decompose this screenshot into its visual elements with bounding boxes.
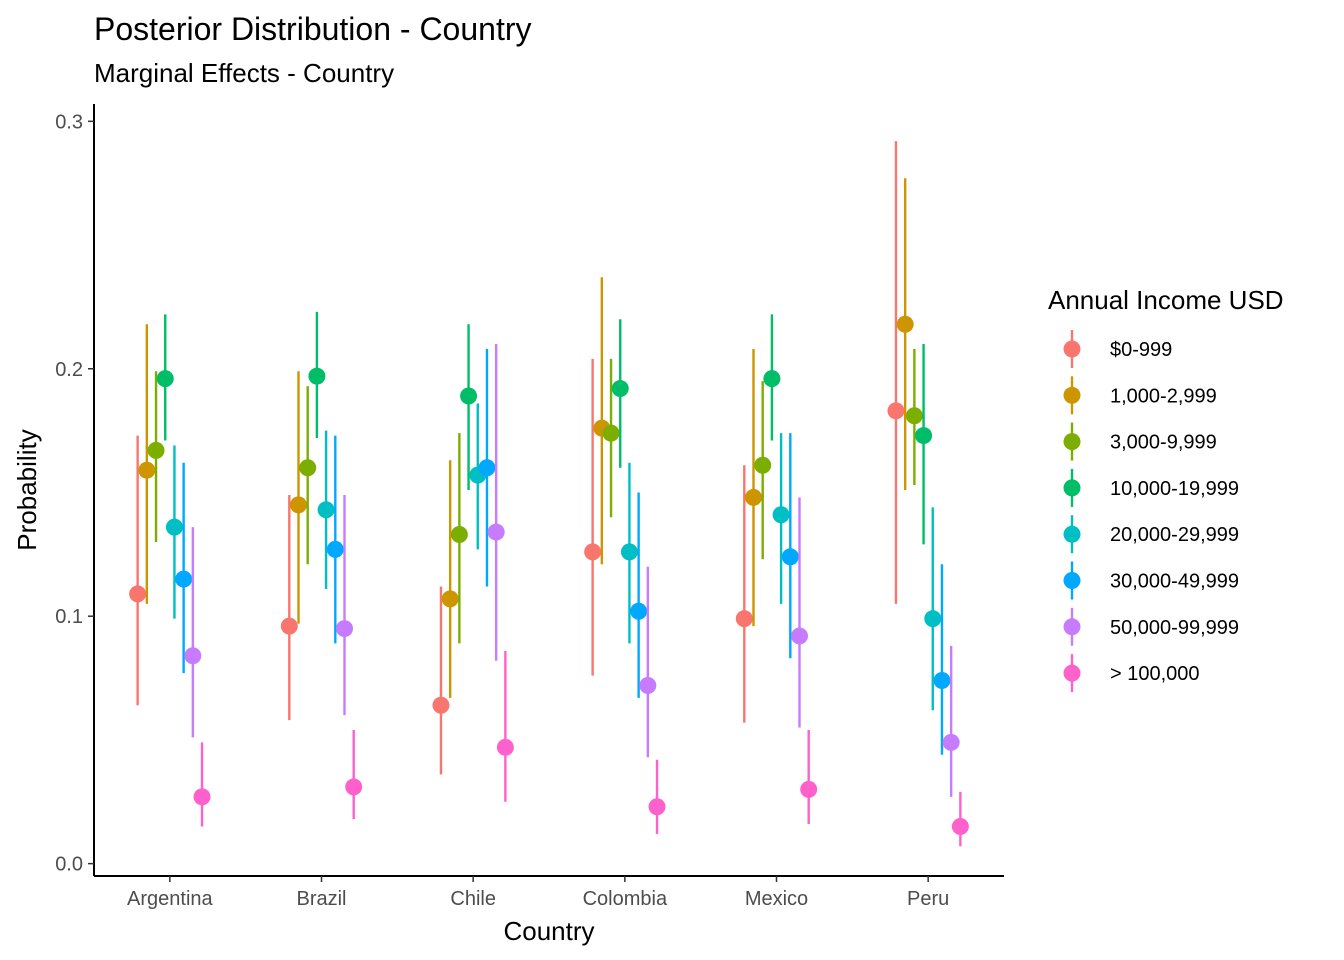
data-point — [933, 672, 951, 690]
legend-key-point — [1063, 572, 1081, 589]
legend: Annual Income USD $0-999 1,000-2,999 3,000… — [1048, 285, 1284, 693]
data-point — [184, 647, 202, 665]
legend-label: 3,000-9,999 — [1110, 432, 1217, 454]
data-point — [441, 590, 459, 608]
chart-subtitle: Marginal Effects - Country — [94, 58, 394, 88]
legend-item: 50,000-99,999 — [1063, 607, 1239, 646]
legend-item: $0-999 — [1063, 330, 1172, 368]
series-6 — [184, 344, 960, 797]
legend-item: > 100,000 — [1063, 654, 1200, 693]
legend-item: 30,000-49,999 — [1063, 561, 1239, 600]
data-point — [745, 488, 762, 506]
y-axis-ticks: 0.0 0.1 0.2 0.3 — [55, 111, 94, 876]
series-2 — [147, 348, 923, 644]
series-3 — [156, 311, 933, 545]
data-point — [460, 387, 478, 405]
data-point — [496, 738, 514, 756]
legend-item: 10,000-19,999 — [1063, 468, 1239, 507]
plot-area — [93, 104, 1004, 877]
data-point — [450, 526, 468, 544]
legend-label: 20,000-29,999 — [1110, 524, 1239, 546]
x-tick-label: Mexico — [745, 888, 808, 910]
data-point — [924, 610, 942, 628]
data-point — [487, 523, 505, 541]
x-axis-title: Country — [503, 916, 594, 946]
data-point — [791, 627, 808, 645]
series-0 — [129, 141, 905, 775]
data-point — [193, 788, 211, 806]
legend-key-point — [1063, 433, 1081, 451]
legend-label: $0-999 — [1110, 339, 1172, 361]
data-point — [763, 370, 781, 388]
data-point — [336, 620, 353, 638]
legend-title: Annual Income USD — [1048, 285, 1284, 315]
legend-label: > 100,000 — [1110, 663, 1200, 685]
data-point — [772, 506, 790, 524]
data-point — [478, 459, 496, 477]
data-point — [951, 818, 969, 836]
data-point — [800, 780, 818, 798]
legend-item: 1,000-2,999 — [1063, 376, 1217, 415]
data-point — [147, 441, 165, 459]
data-point — [620, 543, 638, 561]
data-point — [138, 461, 156, 479]
y-tick-label: 0.1 — [55, 606, 83, 628]
data-point — [175, 570, 193, 588]
data-point — [299, 459, 317, 477]
data-point — [308, 367, 326, 385]
x-tick-label: Peru — [907, 888, 949, 910]
legend-label: 10,000-19,999 — [1110, 478, 1239, 500]
data-point — [317, 501, 335, 519]
legend-label: 30,000-49,999 — [1110, 571, 1239, 593]
data-point — [611, 380, 629, 398]
legend-item: 3,000-9,999 — [1063, 422, 1217, 461]
data-point — [781, 548, 799, 566]
data-point — [905, 407, 923, 425]
data-point — [735, 610, 753, 628]
x-tick-label: Colombia — [583, 888, 668, 910]
y-tick-label: 0.3 — [55, 111, 83, 133]
data-point — [754, 456, 772, 474]
data-point — [129, 585, 147, 603]
y-tick-label: 0.2 — [55, 359, 83, 381]
legend-key-point — [1063, 525, 1081, 543]
data-point — [165, 518, 183, 536]
data-point — [584, 543, 602, 561]
data-point — [290, 496, 307, 514]
data-point — [896, 315, 914, 333]
legend-key-point — [1063, 340, 1081, 358]
x-tick-label: Brazil — [296, 888, 346, 910]
legend-label: 50,000-99,999 — [1110, 617, 1239, 639]
data-point — [602, 424, 620, 442]
data-point — [156, 370, 174, 388]
series-4 — [165, 403, 942, 711]
legend-label: 1,000-2,999 — [1110, 385, 1217, 407]
data-point — [345, 778, 363, 796]
series-5 — [175, 348, 951, 755]
series-7 — [193, 650, 969, 847]
chart-title: Posterior Distribution - Country — [94, 11, 531, 47]
data-point — [280, 617, 298, 635]
y-axis-title: Probability — [12, 429, 42, 550]
legend-item: 20,000-29,999 — [1063, 515, 1239, 554]
data-point — [942, 733, 960, 751]
data-point — [432, 696, 450, 714]
x-axis-ticks: Argentina Brazil Chile Colombia Mexico Peru — [127, 876, 949, 910]
data-point — [887, 402, 905, 420]
data-point — [639, 676, 657, 694]
legend-key-point — [1063, 479, 1081, 497]
data-point — [630, 602, 648, 620]
legend-key-point — [1063, 618, 1081, 636]
x-tick-label: Argentina — [127, 888, 213, 910]
y-tick-label: 0.0 — [55, 854, 83, 876]
x-tick-label: Chile — [450, 888, 496, 910]
legend-key-point — [1063, 664, 1081, 682]
data-point — [326, 540, 344, 558]
legend-key-point — [1063, 386, 1081, 404]
data-point — [915, 427, 933, 445]
data-point — [648, 798, 666, 816]
series-1 — [138, 178, 914, 698]
